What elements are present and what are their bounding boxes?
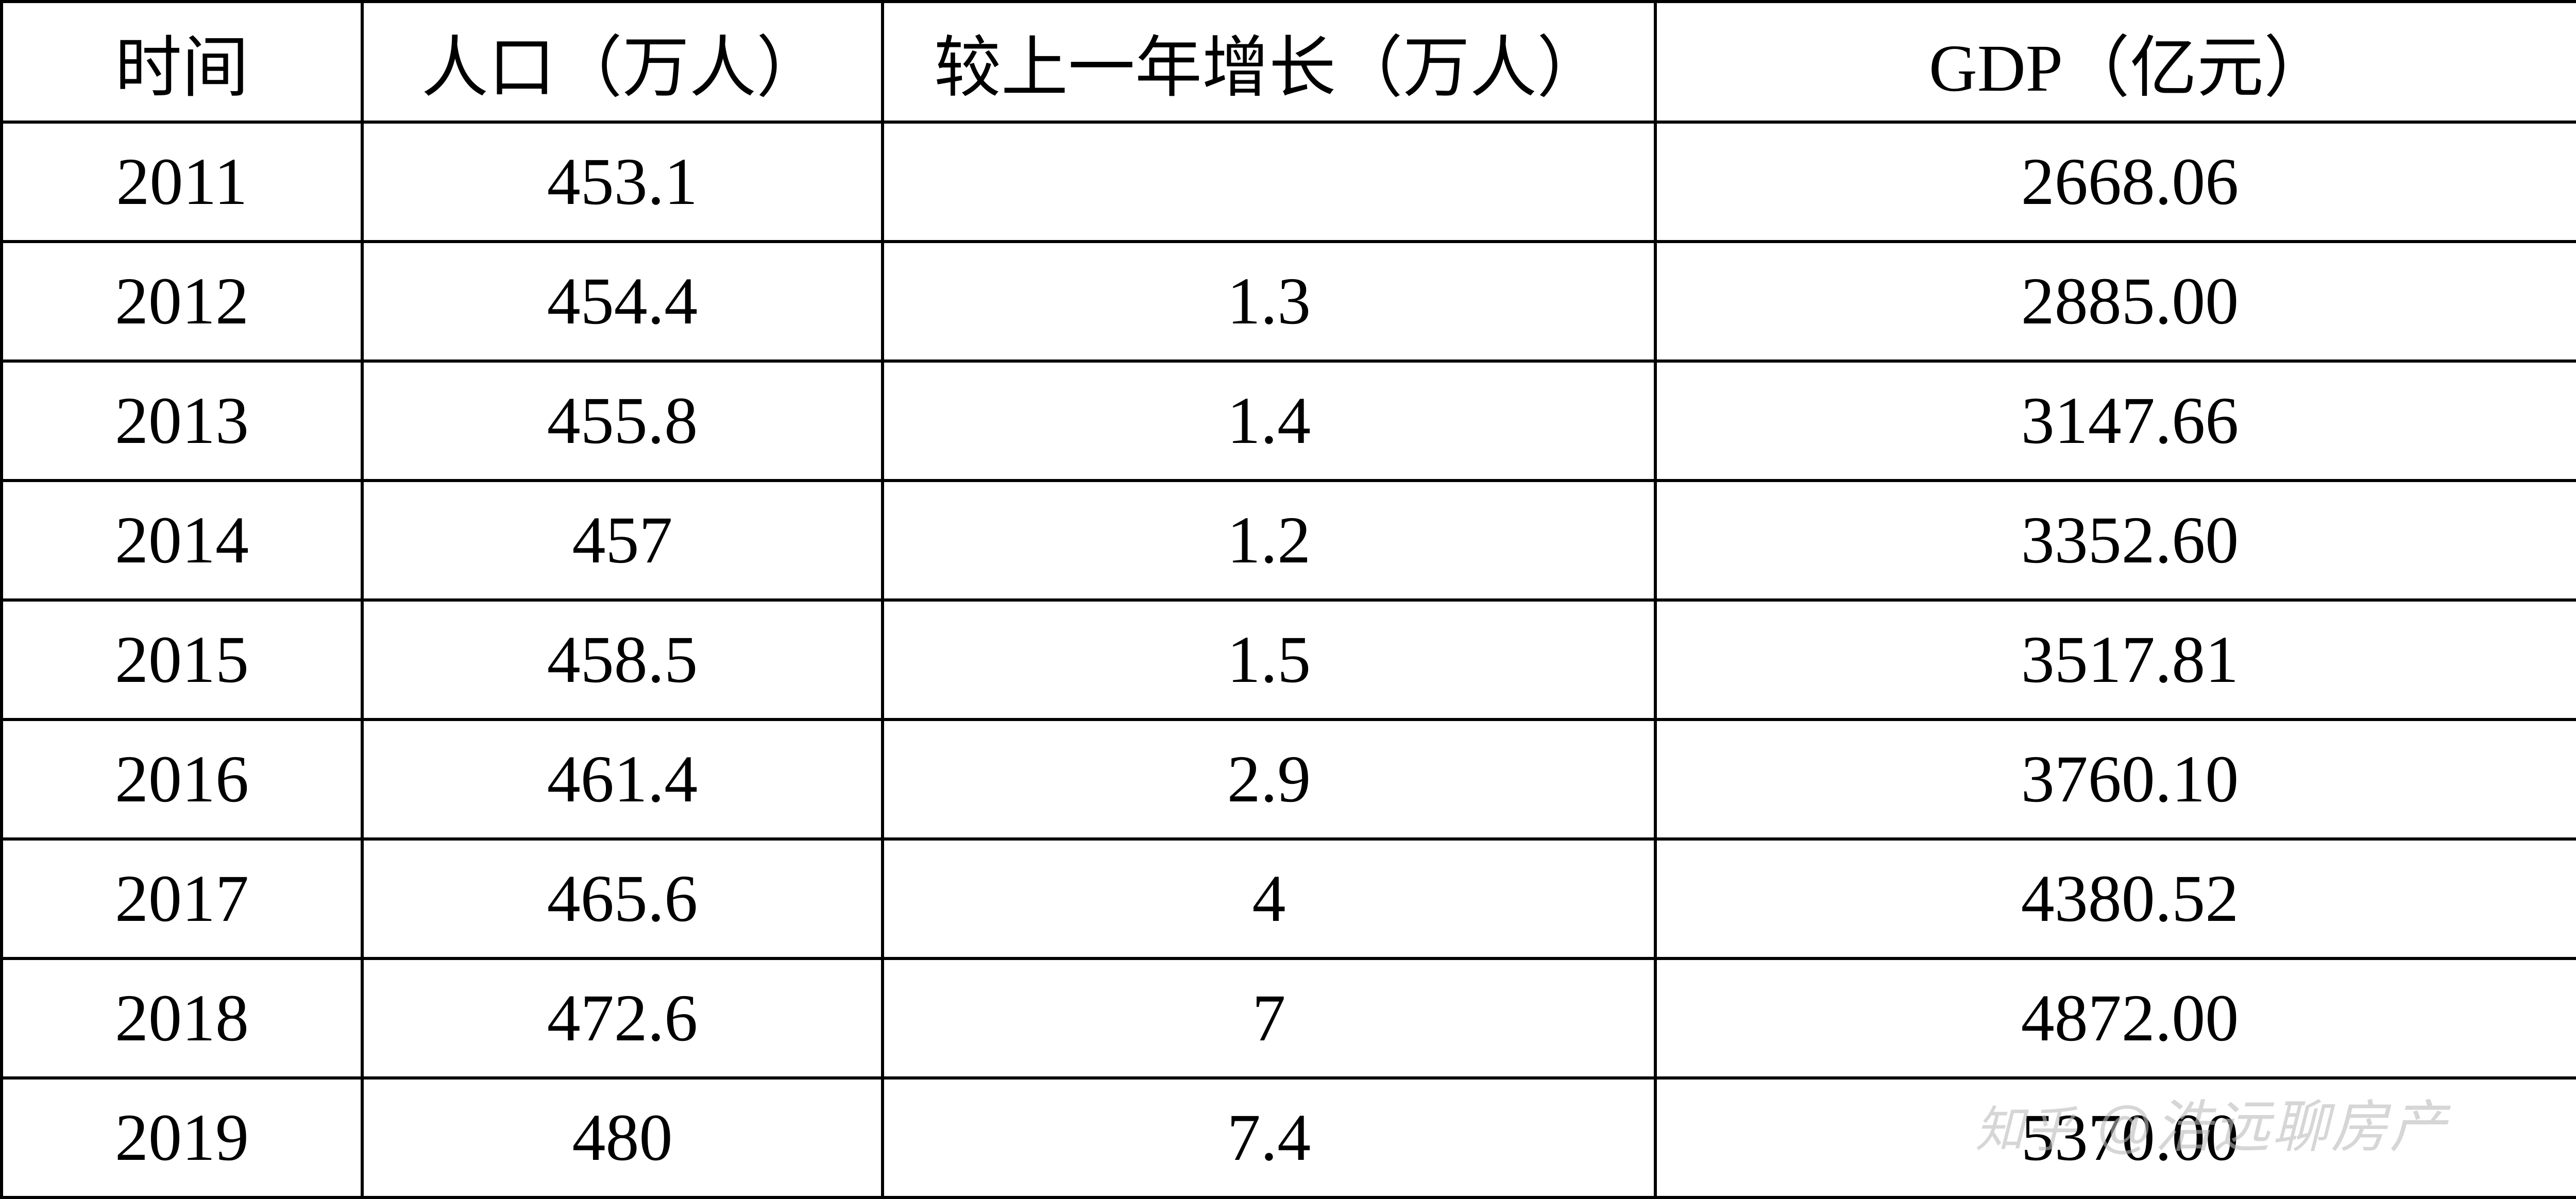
cell-population: 472.6 — [362, 958, 883, 1078]
header-population: 人口（万人） — [362, 2, 883, 122]
cell-time: 2019 — [2, 1078, 362, 1197]
cell-time: 2012 — [2, 242, 362, 361]
table-row: 2016 461.4 2.9 3760.10 — [2, 720, 2576, 839]
table-row: 2013 455.8 1.4 3147.66 — [2, 361, 2576, 481]
cell-growth: 2.9 — [883, 720, 1655, 839]
cell-gdp: 2885.00 — [1655, 242, 2576, 361]
cell-population: 465.6 — [362, 839, 883, 958]
data-table: 时间 人口（万人） 较上一年增长（万人） GDP（亿元） 2011 453.1 … — [0, 0, 2576, 1199]
cell-growth: 1.3 — [883, 242, 1655, 361]
cell-growth: 1.4 — [883, 361, 1655, 481]
cell-time: 2016 — [2, 720, 362, 839]
cell-time: 2011 — [2, 122, 362, 242]
cell-growth: 7 — [883, 958, 1655, 1078]
cell-gdp: 5370.00 — [1655, 1078, 2576, 1197]
cell-gdp: 3147.66 — [1655, 361, 2576, 481]
cell-population: 454.4 — [362, 242, 883, 361]
table-row: 2018 472.6 7 4872.00 — [2, 958, 2576, 1078]
header-growth: 较上一年增长（万人） — [883, 2, 1655, 122]
cell-gdp: 3760.10 — [1655, 720, 2576, 839]
cell-time: 2013 — [2, 361, 362, 481]
table-row: 2017 465.6 4 4380.52 — [2, 839, 2576, 958]
table-row: 2011 453.1 2668.06 — [2, 122, 2576, 242]
cell-growth — [883, 122, 1655, 242]
table-row: 2014 457 1.2 3352.60 — [2, 481, 2576, 600]
header-time: 时间 — [2, 2, 362, 122]
cell-gdp: 2668.06 — [1655, 122, 2576, 242]
cell-population: 458.5 — [362, 600, 883, 720]
header-row: 时间 人口（万人） 较上一年增长（万人） GDP（亿元） — [2, 2, 2576, 122]
table-body: 2011 453.1 2668.06 2012 454.4 1.3 2885.0… — [2, 122, 2576, 1197]
cell-population: 461.4 — [362, 720, 883, 839]
header-gdp: GDP（亿元） — [1655, 2, 2576, 122]
cell-gdp: 3517.81 — [1655, 600, 2576, 720]
cell-growth: 7.4 — [883, 1078, 1655, 1197]
cell-time: 2017 — [2, 839, 362, 958]
cell-time: 2018 — [2, 958, 362, 1078]
cell-population: 455.8 — [362, 361, 883, 481]
table-row: 2019 480 7.4 5370.00 — [2, 1078, 2576, 1197]
table-row: 2012 454.4 1.3 2885.00 — [2, 242, 2576, 361]
cell-gdp: 3352.60 — [1655, 481, 2576, 600]
cell-population: 457 — [362, 481, 883, 600]
cell-growth: 1.2 — [883, 481, 1655, 600]
cell-time: 2015 — [2, 600, 362, 720]
cell-gdp: 4380.52 — [1655, 839, 2576, 958]
cell-gdp: 4872.00 — [1655, 958, 2576, 1078]
cell-growth: 1.5 — [883, 600, 1655, 720]
cell-population: 480 — [362, 1078, 883, 1197]
cell-growth: 4 — [883, 839, 1655, 958]
cell-time: 2014 — [2, 481, 362, 600]
cell-population: 453.1 — [362, 122, 883, 242]
table-row: 2015 458.5 1.5 3517.81 — [2, 600, 2576, 720]
